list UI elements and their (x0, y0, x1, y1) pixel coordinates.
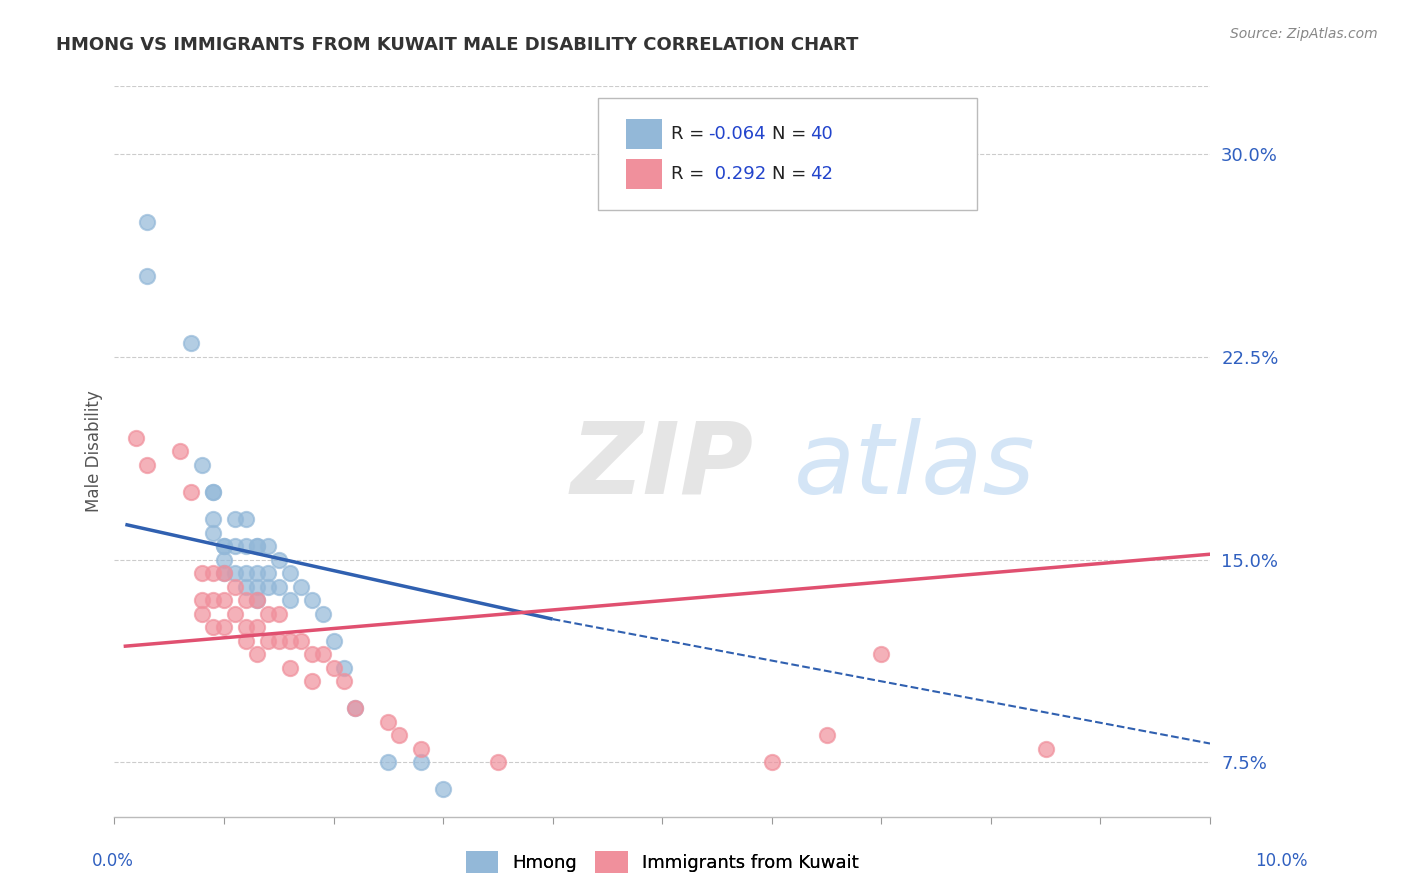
Point (301, 593, 323, 607)
Point (136, 214, 159, 228)
Point (267, 552, 290, 566)
Point (202, 512, 225, 526)
Point (815, 728, 838, 742)
Text: 0.292: 0.292 (709, 165, 766, 183)
Point (191, 593, 214, 607)
Point (202, 593, 225, 607)
Point (212, 593, 235, 607)
Point (212, 552, 235, 566)
Point (267, 580, 290, 594)
Point (290, 633, 312, 648)
Text: HMONG VS IMMIGRANTS FROM KUWAIT MALE DISABILITY CORRELATION CHART: HMONG VS IMMIGRANTS FROM KUWAIT MALE DIS… (56, 36, 859, 54)
Point (246, 593, 269, 607)
Point (256, 580, 278, 594)
Point (388, 728, 411, 742)
Point (235, 566, 257, 581)
Text: atlas: atlas (794, 417, 1035, 515)
Point (180, 485, 202, 500)
Point (870, 647, 893, 661)
Point (301, 647, 323, 661)
Point (224, 607, 246, 621)
Point (136, 458, 159, 472)
Text: ZIP: ZIP (571, 417, 754, 515)
Point (246, 580, 269, 594)
Point (191, 566, 214, 581)
Point (322, 633, 344, 648)
Point (278, 633, 301, 648)
Point (235, 620, 257, 634)
Point (256, 607, 278, 621)
Point (235, 593, 257, 607)
Point (322, 661, 344, 675)
Point (246, 647, 269, 661)
Point (246, 539, 269, 553)
Point (235, 633, 257, 648)
Point (125, 431, 148, 445)
Point (246, 593, 269, 607)
Point (202, 566, 225, 581)
Point (224, 512, 246, 526)
Point (432, 782, 454, 797)
Point (224, 580, 246, 594)
Point (212, 620, 235, 634)
Point (212, 539, 235, 553)
Text: 0.0%: 0.0% (91, 852, 134, 870)
Point (136, 268, 159, 283)
Point (377, 756, 399, 770)
Point (267, 607, 290, 621)
Point (278, 566, 301, 581)
Point (235, 512, 257, 526)
Text: R =: R = (671, 165, 710, 183)
Point (202, 485, 225, 500)
Point (411, 756, 433, 770)
Y-axis label: Male Disability: Male Disability (86, 391, 103, 512)
Text: N =: N = (772, 165, 811, 183)
Point (1035, 742, 1057, 756)
Point (235, 539, 257, 553)
Point (278, 593, 301, 607)
Point (212, 539, 235, 553)
Point (246, 620, 269, 634)
Point (224, 539, 246, 553)
Point (191, 607, 214, 621)
Point (344, 701, 367, 715)
Point (301, 674, 323, 689)
Point (202, 620, 225, 634)
Point (311, 607, 333, 621)
Text: -0.064: -0.064 (709, 125, 766, 143)
Text: 42: 42 (810, 165, 832, 183)
Point (169, 444, 191, 458)
Text: N =: N = (772, 125, 811, 143)
Point (256, 539, 278, 553)
Point (333, 661, 356, 675)
Point (761, 756, 783, 770)
Point (486, 756, 509, 770)
Point (212, 566, 235, 581)
Point (411, 742, 433, 756)
Point (202, 525, 225, 540)
Point (191, 458, 214, 472)
Point (333, 674, 356, 689)
Text: 40: 40 (810, 125, 832, 143)
Point (278, 661, 301, 675)
Point (235, 580, 257, 594)
Point (344, 701, 367, 715)
Text: Source: ZipAtlas.com: Source: ZipAtlas.com (1230, 27, 1378, 41)
Point (290, 580, 312, 594)
Point (256, 566, 278, 581)
Text: R =: R = (671, 125, 710, 143)
Point (256, 633, 278, 648)
Point (202, 485, 225, 500)
Legend: Hmong, Immigrants from Kuwait: Hmong, Immigrants from Kuwait (458, 844, 866, 880)
Point (246, 539, 269, 553)
Point (246, 566, 269, 581)
Point (377, 714, 399, 729)
Text: 10.0%: 10.0% (1256, 852, 1308, 870)
Point (311, 647, 333, 661)
Point (267, 633, 290, 648)
Point (224, 566, 246, 581)
Point (212, 566, 235, 581)
Point (180, 336, 202, 351)
